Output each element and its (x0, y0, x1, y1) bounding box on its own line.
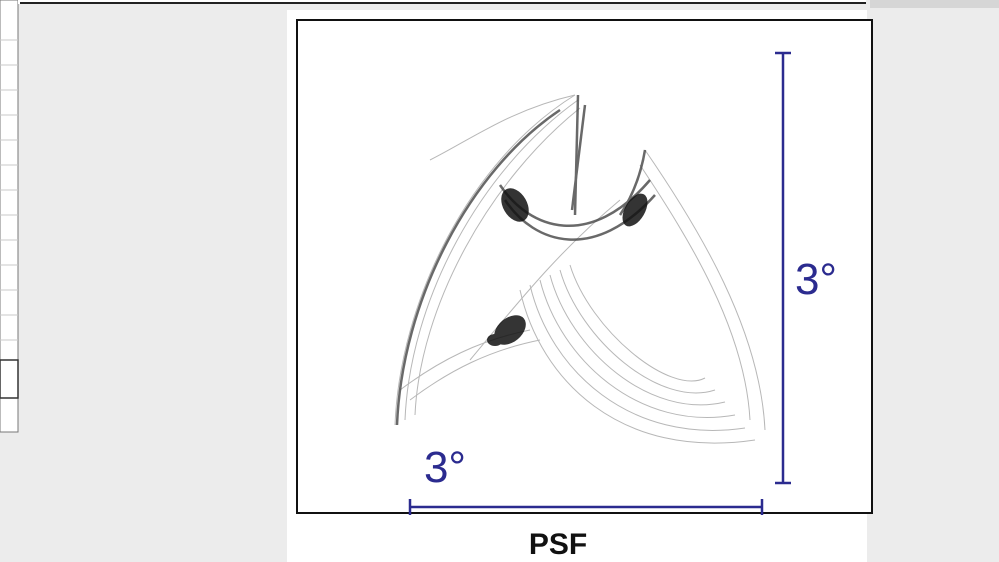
left-table (0, 0, 18, 432)
vertical-scale-label: 3° (795, 255, 837, 304)
top-right-bar (870, 0, 999, 8)
page: 3° 3° PSF (() => { const data = JSON.par… (0, 0, 999, 562)
horizontal-scale-label: 3° (424, 443, 466, 492)
screenshot: 3° 3° PSF (0, 0, 999, 562)
figure-frame (297, 20, 872, 513)
figure-caption: PSF (529, 528, 587, 561)
